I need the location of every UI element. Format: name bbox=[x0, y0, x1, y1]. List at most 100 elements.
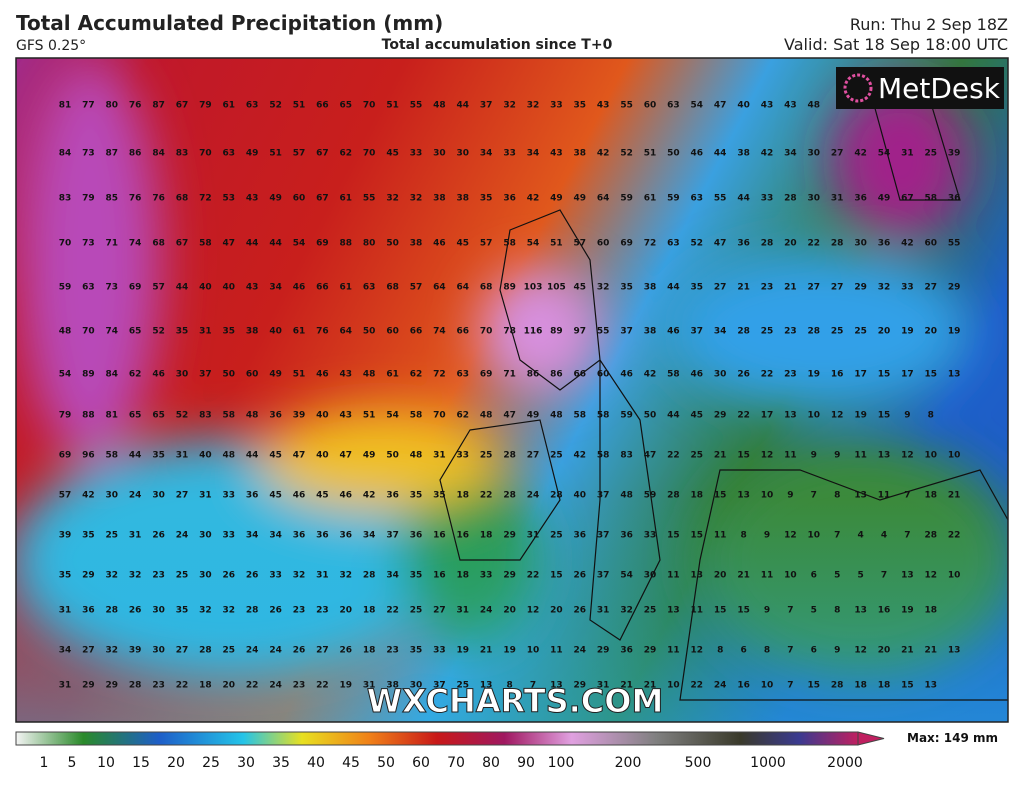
grid-value: 21 bbox=[948, 491, 961, 501]
grid-value: 48 bbox=[808, 101, 821, 111]
grid-value: 13 bbox=[948, 370, 961, 380]
grid-value: 30 bbox=[199, 571, 212, 581]
grid-value: 8 bbox=[506, 681, 512, 691]
colorbar-label: 200 bbox=[615, 755, 642, 771]
grid-value: 8 bbox=[717, 646, 723, 656]
colorbar-labels: 1 5 10 15 20 25 30 35 40 45 50 60 70 80 90 100 200 500 100… bbox=[40, 755, 863, 771]
grid-value: 51 bbox=[386, 101, 399, 111]
colorbar-label: 25 bbox=[202, 755, 220, 771]
grid-value: 43 bbox=[784, 101, 797, 111]
grid-value: 54 bbox=[59, 370, 72, 380]
grid-value: 13 bbox=[948, 646, 961, 656]
grid-value: 25 bbox=[223, 646, 236, 656]
grid-value: 8 bbox=[764, 646, 770, 656]
grid-value: 84 bbox=[152, 149, 165, 159]
grid-value: 58 bbox=[223, 411, 236, 421]
grid-value: 74 bbox=[433, 327, 446, 337]
grid-value: 48 bbox=[620, 491, 633, 501]
grid-value: 11 bbox=[691, 606, 704, 616]
grid-value: 73 bbox=[106, 283, 119, 293]
grid-value: 70 bbox=[199, 149, 212, 159]
grid-value: 15 bbox=[737, 606, 750, 616]
grid-value: 31 bbox=[597, 681, 610, 691]
grid-value: 13 bbox=[901, 571, 914, 581]
grid-value: 67 bbox=[901, 194, 914, 204]
grid-value: 10 bbox=[527, 646, 540, 656]
grid-value: 57 bbox=[293, 149, 306, 159]
grid-value: 44 bbox=[457, 101, 470, 111]
grid-value: 45 bbox=[691, 411, 704, 421]
grid-value: 35 bbox=[691, 283, 704, 293]
grid-value: 13 bbox=[737, 491, 750, 501]
grid-value: 23 bbox=[784, 370, 797, 380]
grid-value: 68 bbox=[480, 283, 493, 293]
grid-value: 76 bbox=[152, 194, 165, 204]
grid-value: 60 bbox=[386, 327, 399, 337]
grid-value: 19 bbox=[948, 327, 961, 337]
grid-value: 18 bbox=[457, 491, 470, 501]
grid-value: 58 bbox=[503, 239, 516, 249]
grid-value: 7 bbox=[904, 491, 910, 501]
grid-value: 27 bbox=[808, 283, 821, 293]
grid-value: 31 bbox=[527, 531, 540, 541]
grid-value: 80 bbox=[106, 101, 119, 111]
grid-value: 43 bbox=[246, 283, 259, 293]
grid-value: 68 bbox=[152, 239, 165, 249]
colorbar-label: 20 bbox=[167, 755, 185, 771]
grid-value: 79 bbox=[199, 101, 212, 111]
grid-value: 19 bbox=[901, 606, 914, 616]
grid-value: 63 bbox=[457, 370, 470, 380]
grid-value: 47 bbox=[714, 101, 727, 111]
grid-value: 30 bbox=[152, 606, 165, 616]
grid-value: 44 bbox=[667, 283, 680, 293]
grid-value: 24 bbox=[176, 531, 189, 541]
grid-value: 47 bbox=[293, 451, 306, 461]
grid-value: 88 bbox=[340, 239, 353, 249]
grid-value: 70 bbox=[363, 101, 376, 111]
grid-value: 48 bbox=[410, 451, 423, 461]
grid-value: 69 bbox=[316, 239, 329, 249]
grid-value: 57 bbox=[480, 239, 493, 249]
grid-value: 30 bbox=[808, 194, 821, 204]
colorbar-label: 1000 bbox=[750, 755, 786, 771]
grid-value: 53 bbox=[223, 194, 236, 204]
grid-value: 61 bbox=[340, 283, 353, 293]
grid-value: 42 bbox=[644, 370, 657, 380]
grid-value: 31 bbox=[59, 606, 72, 616]
grid-value: 47 bbox=[223, 239, 236, 249]
grid-value: 36 bbox=[620, 531, 633, 541]
grid-value: 33 bbox=[644, 531, 657, 541]
grid-value: 22 bbox=[808, 239, 821, 249]
grid-value: 18 bbox=[691, 491, 704, 501]
grid-value: 46 bbox=[293, 491, 306, 501]
grid-value: 103 bbox=[524, 283, 543, 293]
grid-value: 34 bbox=[363, 531, 376, 541]
grid-value: 46 bbox=[433, 239, 446, 249]
grid-value: 44 bbox=[246, 239, 259, 249]
grid-value: 34 bbox=[246, 531, 259, 541]
logo-box bbox=[836, 67, 1004, 109]
max-label: Max: 149 mm bbox=[907, 731, 998, 745]
grid-value: 26 bbox=[293, 646, 306, 656]
grid-value: 25 bbox=[480, 451, 493, 461]
grid-value: 88 bbox=[82, 411, 95, 421]
grid-value: 23 bbox=[293, 681, 306, 691]
grid-value: 38 bbox=[410, 239, 423, 249]
grid-value: 34 bbox=[784, 149, 797, 159]
grid-value: 60 bbox=[925, 239, 938, 249]
grid-value: 47 bbox=[644, 451, 657, 461]
grid-value: 61 bbox=[293, 327, 306, 337]
grid-value: 28 bbox=[129, 681, 142, 691]
grid-value: 87 bbox=[106, 149, 119, 159]
grid-value: 33 bbox=[761, 194, 774, 204]
grid-value: 87 bbox=[152, 101, 165, 111]
grid-value: 8 bbox=[834, 491, 840, 501]
grid-value: 31 bbox=[433, 451, 446, 461]
grid-value: 72 bbox=[199, 194, 212, 204]
grid-value: 62 bbox=[129, 370, 142, 380]
grid-value: 28 bbox=[503, 491, 516, 501]
grid-value: 24 bbox=[269, 646, 282, 656]
grid-value: 31 bbox=[831, 194, 844, 204]
grid-value: 15 bbox=[691, 531, 704, 541]
grid-value: 27 bbox=[831, 149, 844, 159]
